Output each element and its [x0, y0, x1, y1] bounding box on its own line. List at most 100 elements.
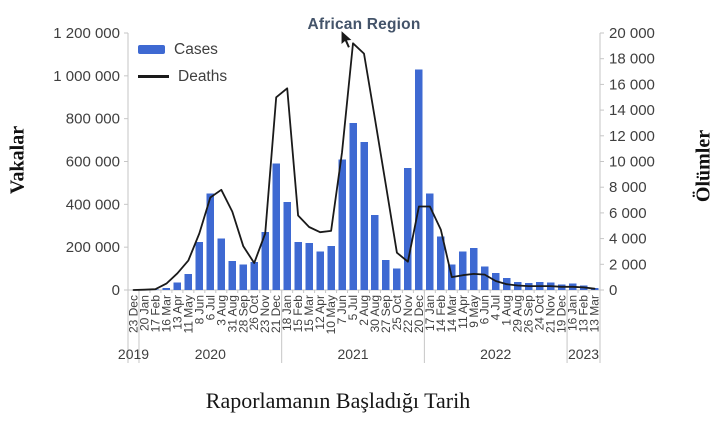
x-axis-category-label: 13 Mar	[588, 295, 602, 332]
mouse-cursor-icon	[340, 29, 354, 50]
deaths-line	[132, 42, 596, 291]
cases-bar	[360, 142, 368, 290]
x-axis-category-label: 5 Jul	[346, 295, 360, 320]
x-axis-category-label: 20 Jan	[137, 295, 151, 331]
right-axis-tick-label: 12 000	[609, 128, 655, 145]
legend-deaths-swatch	[138, 75, 169, 78]
x-axis-category-label: 14 Mar	[445, 295, 459, 332]
x-axis-category-label: 15 Feb	[291, 295, 305, 333]
x-axis-category-label: 6 Jun	[478, 295, 492, 324]
cases-bar	[338, 159, 346, 290]
cases-bar	[382, 260, 390, 290]
x-axis-category-label: 17 Jan	[423, 295, 437, 331]
cases-bar	[426, 193, 434, 290]
x-axis-category-label: 14 Feb	[434, 295, 448, 333]
year-label: 2023	[568, 346, 599, 362]
x-axis-category-label: 25 Oct	[390, 294, 404, 330]
x-axis-category-label: 20 Dec	[412, 295, 426, 333]
cases-bar	[239, 264, 248, 290]
left-axis-tick-label: 800 000	[66, 111, 120, 128]
x-axis-category-label: 29 Aug	[511, 295, 525, 332]
x-axis-category-label: 19 Dec	[555, 295, 569, 333]
cases-bar	[404, 167, 412, 290]
right-axis-tick-label: 6 000	[609, 205, 647, 222]
x-axis-category-label: 9 May	[467, 295, 481, 328]
cases-bar	[393, 268, 401, 290]
x-axis-category-label: 4 Jul	[489, 295, 503, 320]
x-axis-category-label: 8 Jun	[192, 295, 206, 324]
left-axis-tick-label: 0	[112, 282, 120, 299]
x-axis-category-label: 26 Sep	[522, 295, 536, 333]
x-axis-category-label: 27 Sep	[379, 295, 393, 333]
right-axis-tick-label: 10 000	[609, 154, 655, 171]
x-axis-category-label: 2 Aug	[357, 295, 371, 326]
cases-bar	[261, 232, 269, 290]
x-axis-category-label: 10 May	[324, 295, 338, 334]
legend-deaths-label: Deaths	[178, 67, 228, 85]
right-axis-tick-label: 14 000	[609, 102, 655, 119]
cases-bar	[459, 251, 467, 290]
right-axis-tick-label: 8 000	[609, 179, 647, 196]
x-axis-category-label: 21 Dec	[269, 295, 283, 333]
x-axis-category-label: 22 Nov	[401, 295, 415, 333]
cases-bar	[437, 236, 445, 290]
left-axis-tick-label: 1 200 000	[53, 25, 120, 42]
legend-cases-swatch	[138, 45, 165, 54]
cases-bar	[327, 246, 335, 290]
cases-bar	[162, 287, 171, 290]
x-axis-category-label: 13 Feb	[577, 295, 591, 333]
cases-bar	[272, 163, 280, 290]
left-axis-tick-label: 200 000	[66, 239, 120, 256]
x-axis-category-label: 31 Aug	[225, 295, 239, 332]
x-axis-category-label: 12 Apr	[313, 295, 327, 330]
right-axis-tick-label: 2 000	[609, 256, 647, 273]
legend: Cases Deaths	[138, 36, 227, 90]
cases-bar	[250, 262, 258, 290]
x-axis-category-label: 1 Aug	[500, 295, 514, 326]
cases-bar	[415, 69, 423, 291]
x-axis-category-label: 16 Jan	[566, 295, 580, 331]
x-axis-category-label: 6 Jul	[203, 295, 217, 320]
cases-bar	[195, 241, 204, 290]
cases-bar	[184, 273, 193, 290]
right-axis-tick-label: 4 000	[609, 231, 647, 248]
x-axis-category-label: 11 May	[181, 295, 195, 333]
x-axis-category-label: 23 Dec	[126, 295, 140, 333]
x-axis-category-label: 15 Mar	[302, 295, 316, 332]
cases-bar	[206, 193, 215, 290]
cases-bar	[305, 242, 313, 290]
legend-cases-label: Cases	[174, 40, 218, 58]
x-axis-title: Raporlamanın Başladığı Tarih	[205, 388, 471, 413]
year-label: 2022	[480, 346, 511, 362]
cases-bar	[316, 251, 324, 290]
right-axis-tick-label: 18 000	[609, 51, 655, 68]
x-axis-category-label: 11 Apr	[456, 295, 470, 329]
left-axis-tick-label: 400 000	[66, 196, 120, 213]
year-label: 2020	[195, 346, 226, 362]
x-axis-category-label: 18 Jan	[280, 295, 294, 331]
x-axis-category-label: 13 Apr	[170, 295, 184, 330]
x-axis-category-label: 30 Aug	[368, 295, 382, 332]
x-axis-category-label: 28 Sep	[236, 295, 250, 333]
cases-bar	[173, 282, 182, 290]
cases-bar	[480, 266, 489, 290]
cases-bar	[470, 248, 478, 290]
right-axis-tick-label: 20 000	[609, 25, 655, 42]
x-axis-category-label: 16 Mar	[159, 295, 173, 332]
chart-title: African Region	[307, 16, 421, 33]
right-axis-tick-label: 0	[609, 282, 617, 299]
x-axis-category-label: 26 Oct	[247, 294, 261, 330]
cases-bar	[228, 261, 237, 290]
left-axis-tick-label: 1 000 000	[53, 68, 120, 85]
cases-bar	[283, 202, 291, 290]
cases-bar	[371, 215, 379, 290]
year-label: 2021	[337, 346, 368, 362]
x-axis-category-label: 3 Aug	[214, 295, 228, 326]
legend-item-cases: Cases	[138, 36, 227, 63]
cases-bar	[217, 238, 226, 290]
cases-bar	[349, 122, 357, 290]
x-axis-category-label: 23 Nov	[258, 295, 272, 333]
right-axis-tick-label: 16 000	[609, 76, 655, 93]
